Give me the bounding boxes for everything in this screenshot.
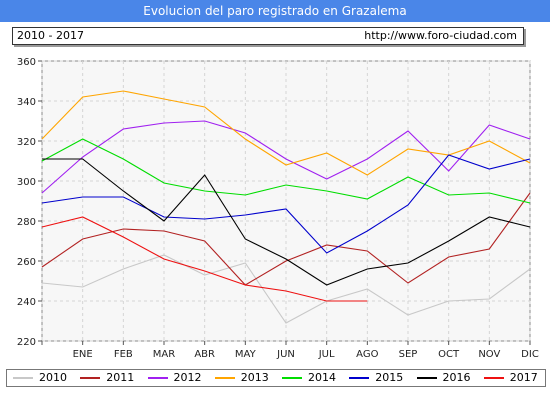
legend-label: 2011 (106, 371, 135, 384)
legend-swatch (282, 377, 302, 379)
series-line-2014 (41, 138, 531, 204)
x-tick-label: MAY (235, 349, 257, 360)
x-tick-label: NOV (478, 349, 500, 360)
x-tick-label: DIC (521, 349, 539, 360)
x-tick-label: SEP (399, 349, 418, 360)
legend-label: 2016 (442, 371, 471, 384)
legend-swatch (147, 377, 168, 379)
legend-label: 2012 (173, 371, 202, 384)
y-tick-label: 220 (17, 337, 36, 348)
line-chart: 220 240 260 280 300 320 340 360 ENE FEB MAR ABR MAY… (17, 57, 539, 360)
legend-swatch (349, 377, 370, 379)
y-tick-label: 260 (17, 257, 36, 268)
grid-lines (41, 60, 531, 342)
series-line-2012 (41, 120, 531, 194)
y-tick-label: 320 (17, 137, 36, 148)
series-line-2017 (41, 216, 368, 302)
legend-swatch (13, 377, 33, 379)
legend-label: 2017 (509, 371, 538, 384)
legend: 2010 2011 2012 2013 2014 2015 2016 2017 (6, 369, 546, 387)
legend-swatch (483, 377, 504, 379)
legend-label: 2013 (240, 371, 269, 384)
legend-label: 2014 (308, 371, 336, 384)
series-line-2016 (42, 158, 531, 286)
x-tick-label: OCT (438, 349, 460, 360)
chart-title: Evolucion del paro registrado en Grazale… (0, 0, 550, 22)
series-line-2015 (41, 154, 531, 254)
legend-swatch (80, 377, 101, 379)
legend-label: 2015 (375, 371, 404, 384)
legend-swatch (416, 377, 437, 379)
y-tick-label: 240 (17, 297, 36, 308)
y-tick-label: 340 (17, 97, 36, 108)
x-tick-label: ABR (194, 349, 215, 360)
source-url[interactable]: http://www.foro-ciudad.com (364, 29, 517, 42)
x-tick-label: MAR (153, 349, 175, 360)
x-tick-label: ENE (73, 349, 93, 360)
y-tick-label: 300 (17, 177, 36, 188)
legend-label: 2010 (39, 371, 67, 384)
x-tick-label: FEB (114, 349, 133, 360)
series-line-2010 (41, 254, 531, 324)
x-tick-label: JUL (318, 349, 335, 360)
y-axis-ticks: 220 240 260 280 300 320 340 360 (17, 57, 42, 348)
legend-swatch (214, 377, 235, 379)
year-range-label: 2010 - 2017 (17, 29, 84, 42)
x-tick-label: JUN (276, 349, 295, 360)
series-line-2011 (41, 192, 531, 286)
info-bar: 2010 - 2017 http://www.foro-ciudad.com (12, 27, 524, 45)
series-lines (41, 90, 531, 324)
x-axis-ticks: ENE FEB MAR ABR MAY JUN JUL AGO SEP OCT NOV DIC (41, 341, 539, 360)
x-tick-label: AGO (356, 349, 378, 360)
y-tick-label: 360 (17, 57, 36, 68)
y-tick-label: 280 (17, 217, 36, 228)
